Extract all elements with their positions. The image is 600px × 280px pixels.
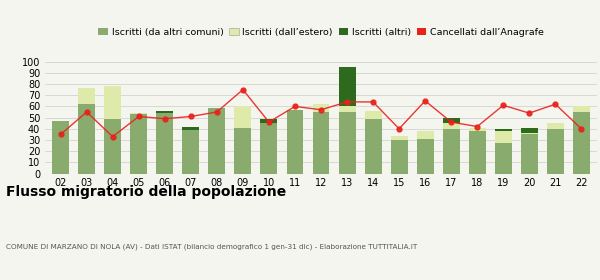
Bar — [52, 121, 69, 174]
Bar — [338, 112, 355, 174]
Bar — [208, 108, 226, 174]
Bar — [521, 128, 538, 133]
Bar — [416, 131, 434, 139]
Bar — [130, 114, 147, 174]
Bar — [391, 136, 407, 140]
Bar — [416, 139, 434, 174]
Bar — [235, 106, 251, 128]
Bar — [235, 128, 251, 174]
Bar — [443, 129, 460, 174]
Bar — [260, 123, 277, 174]
Bar — [495, 143, 512, 174]
Bar — [365, 119, 382, 174]
Bar — [391, 140, 407, 174]
Bar — [443, 118, 460, 123]
Bar — [338, 106, 355, 112]
Text: Flusso migratorio della popolazione: Flusso migratorio della popolazione — [6, 185, 286, 199]
Bar — [573, 106, 590, 112]
Bar — [469, 128, 485, 131]
Bar — [287, 110, 304, 174]
Bar — [104, 86, 121, 119]
Bar — [313, 112, 329, 174]
Bar — [157, 113, 173, 174]
Bar — [365, 111, 382, 119]
Bar — [78, 104, 95, 174]
Bar — [78, 88, 95, 104]
Bar — [260, 119, 277, 123]
Bar — [182, 127, 199, 130]
Bar — [104, 119, 121, 174]
Bar — [313, 104, 329, 112]
Text: COMUNE DI MARZANO DI NOLA (AV) - Dati ISTAT (bilancio demografico 1 gen-31 dic) : COMUNE DI MARZANO DI NOLA (AV) - Dati IS… — [6, 244, 417, 250]
Bar — [573, 112, 590, 174]
Bar — [521, 133, 538, 134]
Legend: Iscritti (da altri comuni), Iscritti (dall’estero), Iscritti (altri), Cancellati: Iscritti (da altri comuni), Iscritti (da… — [95, 24, 547, 40]
Bar — [547, 123, 564, 129]
Bar — [443, 123, 460, 129]
Bar — [521, 134, 538, 174]
Bar — [495, 131, 512, 143]
Bar — [547, 129, 564, 174]
Bar — [495, 129, 512, 131]
Bar — [182, 130, 199, 174]
Bar — [338, 67, 355, 106]
Bar — [469, 131, 485, 174]
Bar — [157, 111, 173, 113]
Bar — [130, 113, 147, 114]
